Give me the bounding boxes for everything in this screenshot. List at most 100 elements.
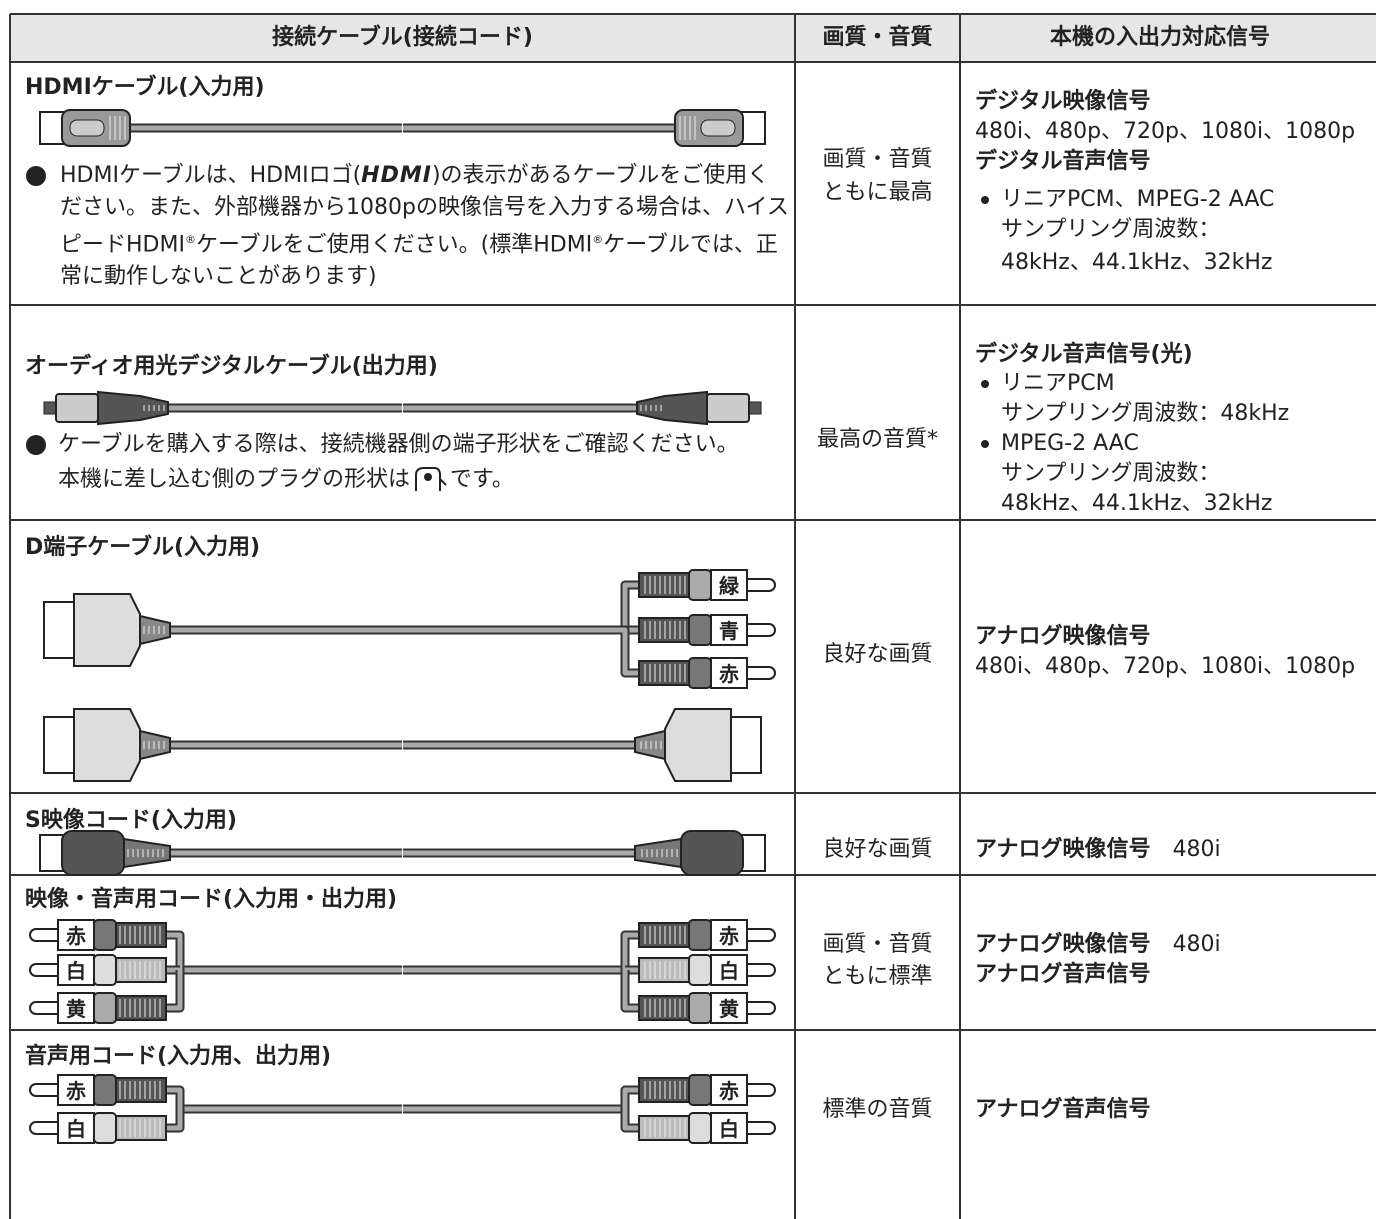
plug-label: 赤 (719, 1079, 739, 1103)
plug-label-box (710, 614, 748, 646)
plug-body (638, 995, 690, 1021)
header-cell: 画質・音質 (822, 25, 933, 50)
plug-body (638, 1077, 690, 1103)
plug-tip (740, 834, 766, 872)
plug-tip (747, 963, 776, 977)
item-bullets (981, 196, 989, 448)
signal-heading: アナログ音声信号 (975, 962, 1151, 987)
plug-body (680, 830, 744, 876)
plug-collar (688, 569, 712, 601)
plug-body (638, 617, 690, 643)
signal-heading: アナログ映像信号 (975, 837, 1151, 862)
plug-body (638, 922, 690, 948)
plug-tip (747, 623, 776, 637)
note-text: ケーブルでは、正常に動作しないことがあります) (60, 232, 778, 290)
signal-line: 480i、480p、720p、1080i、1080p (975, 119, 1356, 144)
plug-label-box (710, 919, 748, 951)
plug-mark (700, 119, 736, 137)
hdmi-logo: HDMI (361, 163, 432, 188)
registered-mark: ® (592, 233, 604, 246)
quality: 画質・音質 (822, 147, 933, 172)
plug-body (638, 572, 690, 598)
plug-collar (688, 1112, 712, 1144)
cable-part (43, 708, 402, 782)
signal-heading: アナログ映像信号 (975, 932, 1151, 957)
signal-heading: デジタル映像信号 (975, 89, 1151, 114)
wire (622, 970, 641, 1011)
wire (605, 627, 641, 676)
note-text: ケーブルをご使用ください。(標準HDMI (195, 232, 593, 258)
signal-item: リニアPCM、MPEG-2 AAC (1001, 187, 1275, 212)
signal-line: サンプリング周波数： (1001, 217, 1221, 242)
cable-part (403, 708, 762, 782)
wire (622, 932, 641, 970)
signal-line: アナログ映像信号 480i (975, 930, 1221, 960)
signal-heading: デジタル音声信号 (975, 149, 1151, 174)
plug-body (55, 393, 99, 423)
plug-collar (93, 1112, 117, 1144)
note-text: です。 (450, 467, 514, 492)
plug-pins (43, 601, 75, 659)
signal-line: サンプリング周波数：48kHz (1001, 401, 1290, 426)
quality: 画質・音質 (822, 932, 933, 957)
plug-tip (748, 401, 762, 415)
plug-collar (688, 919, 712, 951)
plug-label-box (710, 1074, 748, 1106)
plug-tip (29, 963, 58, 977)
wire (164, 1087, 183, 1109)
cable-name: オーディオ用光デジタルケーブル(出力用) (25, 354, 438, 379)
plug-label: 青 (719, 619, 739, 643)
plug-body (73, 708, 141, 782)
signal-heading: デジタル音声信号(光) (975, 342, 1193, 367)
plug-collar (688, 657, 712, 689)
signal-item: リニアPCM (1001, 371, 1115, 396)
note: HDMIケーブルは、HDMIロゴ(HDMI)の表示があるケーブルをご使用ください… (60, 160, 790, 293)
plug-label-box (57, 919, 95, 951)
plug-pins (43, 716, 75, 774)
cable-name: 音声用コード(入力用、出力用) (25, 1044, 332, 1069)
cable-part (29, 919, 402, 1024)
plug-tip (29, 1083, 58, 1097)
plug-body (61, 830, 125, 876)
header-background (10, 14, 1376, 62)
plug-tip (39, 834, 65, 872)
signal-value: 480i (1172, 837, 1221, 862)
header-cell: 接続ケーブル(接続コード) (272, 25, 533, 50)
plug-tip (29, 1001, 58, 1015)
plug-collar (93, 919, 117, 951)
plug-tip (747, 1083, 776, 1097)
plug-tip (747, 928, 776, 942)
plug-tip (747, 1121, 776, 1135)
plug-label: 白 (719, 959, 739, 983)
plug-shape-icon (415, 467, 447, 491)
wire (164, 932, 183, 970)
plug-label: 緑 (719, 574, 740, 598)
plug-boot (634, 729, 666, 761)
plug-body (115, 995, 167, 1021)
quality: 最高の音質* (816, 427, 938, 452)
plug-label-box (57, 954, 95, 986)
plug-body (664, 708, 732, 782)
plug-collar (688, 992, 712, 1024)
plug-label: 黄 (66, 997, 86, 1021)
cable-part (403, 830, 766, 876)
note-text: ケーブルを購入する際は、接続機器側の端子形状をご確認ください。 (58, 432, 739, 457)
quality: 標準の音質 (822, 1097, 933, 1122)
plug-collar (93, 954, 117, 986)
registered-mark: ® (184, 233, 196, 246)
wire (605, 582, 641, 633)
plug-collar (688, 954, 712, 986)
plug-body (638, 660, 690, 686)
note-text: )の表示があるケーブルをご使用ください。また、外部機器から1080pの映像信号を… (60, 163, 789, 258)
plug-tip (29, 1121, 58, 1135)
note-line: 本機に差し込む側のプラグの形状は です。 (58, 465, 514, 495)
plug-tip (39, 111, 65, 145)
header-cell: 本機の入出力対応信号 (1049, 25, 1270, 50)
plug-label-box (57, 992, 95, 1024)
plug-label: 赤 (719, 662, 739, 686)
plug-collar (688, 1074, 712, 1106)
plug-tip (29, 928, 58, 942)
note-text: 本機に差し込む側のプラグの形状は (58, 467, 411, 492)
plug-pins (730, 716, 762, 774)
